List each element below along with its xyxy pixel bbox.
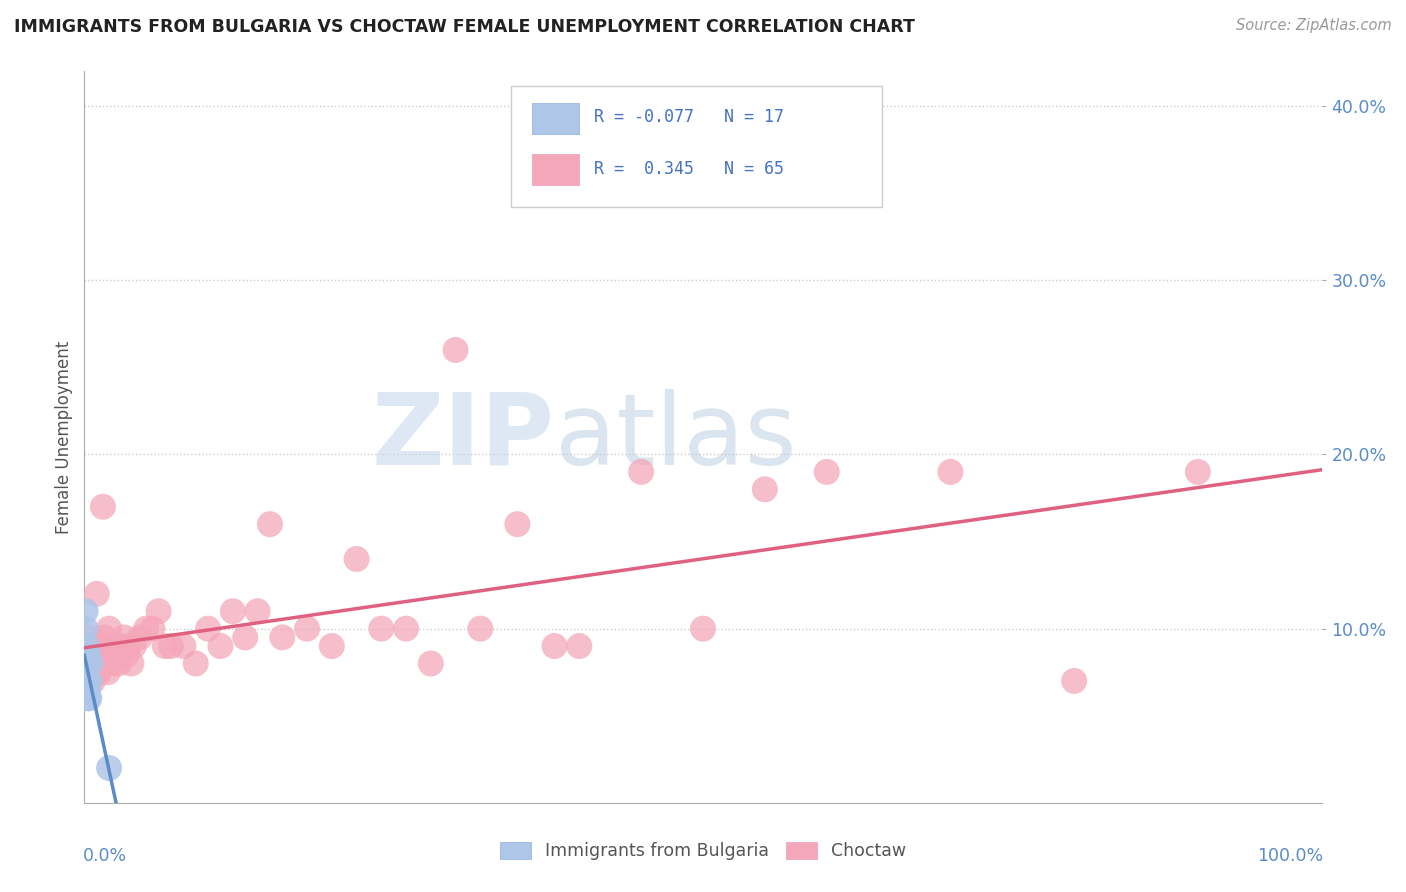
Point: [75, 673, 97, 688]
Point: [115, 648, 138, 662]
Point: [259, 517, 281, 532]
Point: [77, 682, 100, 697]
Point: [506, 517, 529, 532]
Point: [141, 622, 163, 636]
Point: [98, 622, 121, 636]
Point: [75, 665, 97, 680]
Point: [76, 648, 98, 662]
Point: [568, 639, 591, 653]
Point: [148, 604, 170, 618]
Point: [94, 657, 117, 671]
Point: [543, 639, 565, 653]
Point: [77, 639, 100, 653]
Point: [75, 665, 97, 680]
Point: [135, 622, 157, 636]
Point: [295, 622, 318, 636]
Point: [76, 657, 98, 671]
Point: [87, 648, 110, 662]
Point: [209, 639, 232, 653]
Point: [395, 622, 418, 636]
Point: [79, 631, 101, 645]
Point: [815, 465, 838, 479]
Point: [79, 691, 101, 706]
Point: [93, 631, 115, 645]
Point: [346, 552, 368, 566]
Point: [75, 657, 97, 671]
Point: [129, 631, 152, 645]
Point: [105, 648, 128, 662]
Point: [110, 639, 132, 653]
Point: [103, 657, 125, 671]
Point: [419, 657, 441, 671]
Point: [79, 673, 101, 688]
Point: [321, 639, 343, 653]
Point: [76, 682, 98, 697]
Point: [84, 657, 107, 671]
Point: [89, 665, 111, 680]
Text: 0.0%: 0.0%: [83, 847, 128, 864]
Point: [1063, 673, 1085, 688]
Point: [1187, 465, 1209, 479]
FancyBboxPatch shape: [533, 103, 579, 134]
Point: [97, 665, 120, 680]
Point: [100, 639, 122, 653]
Point: [233, 631, 256, 645]
Point: [118, 639, 141, 653]
Point: [222, 604, 245, 618]
Point: [160, 639, 183, 653]
Point: [153, 639, 176, 653]
Point: [271, 631, 294, 645]
Point: [75, 665, 97, 680]
Point: [184, 657, 207, 671]
Text: R =  0.345   N = 65: R = 0.345 N = 65: [595, 160, 785, 178]
Point: [77, 691, 100, 706]
Point: [77, 673, 100, 688]
Point: [112, 631, 135, 645]
Point: [82, 673, 104, 688]
Text: 100.0%: 100.0%: [1257, 847, 1323, 864]
Point: [89, 639, 111, 653]
Point: [86, 587, 108, 601]
Point: [246, 604, 269, 618]
Text: atlas: atlas: [554, 389, 796, 485]
Point: [692, 622, 714, 636]
Point: [76, 657, 98, 671]
Point: [83, 639, 105, 653]
Point: [754, 483, 776, 497]
FancyBboxPatch shape: [512, 86, 883, 207]
Point: [76, 673, 98, 688]
Text: Source: ZipAtlas.com: Source: ZipAtlas.com: [1236, 18, 1392, 33]
Point: [76, 639, 98, 653]
Point: [79, 657, 101, 671]
Point: [122, 639, 145, 653]
Point: [172, 639, 194, 653]
Legend: Immigrants from Bulgaria, Choctaw: Immigrants from Bulgaria, Choctaw: [492, 835, 914, 867]
Point: [80, 648, 103, 662]
Y-axis label: Female Unemployment: Female Unemployment: [55, 341, 73, 533]
Point: [470, 622, 492, 636]
FancyBboxPatch shape: [533, 154, 579, 185]
Point: [630, 465, 652, 479]
Text: R = -0.077   N = 17: R = -0.077 N = 17: [595, 109, 785, 127]
Point: [79, 657, 101, 671]
Text: ZIP: ZIP: [371, 389, 554, 485]
Point: [91, 500, 114, 514]
Point: [77, 648, 100, 662]
Point: [370, 622, 392, 636]
Point: [444, 343, 467, 357]
Point: [108, 657, 131, 671]
Point: [197, 622, 219, 636]
Point: [98, 761, 121, 775]
Point: [90, 648, 112, 662]
Text: IMMIGRANTS FROM BULGARIA VS CHOCTAW FEMALE UNEMPLOYMENT CORRELATION CHART: IMMIGRANTS FROM BULGARIA VS CHOCTAW FEMA…: [14, 18, 915, 36]
Point: [75, 622, 97, 636]
Point: [75, 604, 97, 618]
Point: [96, 639, 118, 653]
Point: [120, 657, 142, 671]
Point: [939, 465, 962, 479]
